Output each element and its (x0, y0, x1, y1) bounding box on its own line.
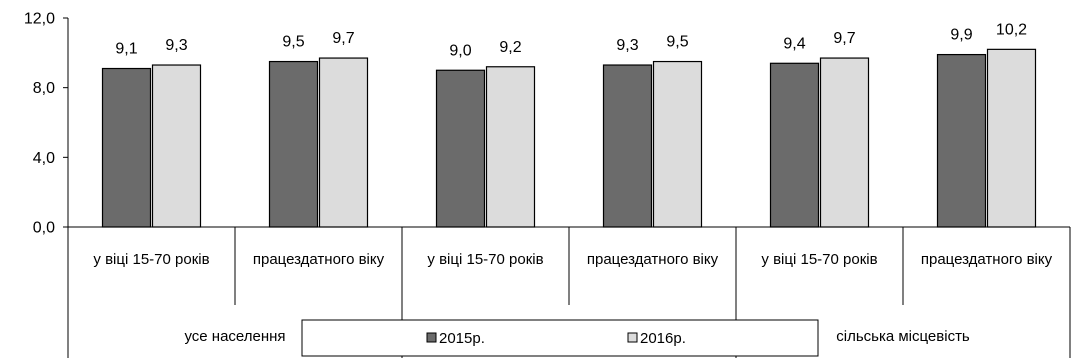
legend-box (301, 319, 819, 357)
data-label: 9,5 (282, 34, 304, 51)
data-label: 9,5 (666, 34, 688, 51)
data-label: 9,3 (616, 37, 638, 54)
bar-2015 (268, 60, 319, 228)
legend-swatch (426, 332, 437, 343)
y-tick-label: 0,0 (33, 220, 55, 237)
category-label: у віці 15-70 років (93, 251, 209, 268)
group-label: усе населення (184, 328, 285, 345)
data-labels-layer: 9,1 9,3 9,5 9,7 9,0 9,2 9,3 9,5 9,4 9,7 9,9 10,2 (115, 21, 1027, 59)
axes-layer (67, 18, 1071, 358)
category-label: працездатного віку (587, 251, 719, 268)
bar-2015 (936, 53, 987, 228)
bar-2016 (318, 57, 369, 228)
category-label: у віці 15-70 років (761, 251, 877, 268)
bar-2015 (101, 67, 152, 228)
bar-2016 (485, 66, 536, 228)
bar-2016 (151, 64, 202, 228)
bar-2015 (602, 64, 653, 228)
data-label: 9,2 (499, 39, 521, 56)
legend: 2015р. 2016р. (301, 319, 819, 357)
data-label: 9,9 (950, 27, 972, 44)
bar-2015 (435, 69, 486, 228)
data-label: 9,7 (833, 30, 855, 47)
y-tick-label: 12,0 (24, 11, 55, 28)
legend-label: 2015р. (439, 330, 485, 347)
bars-layer (101, 48, 1037, 228)
category-label: працездатного віку (921, 251, 1053, 268)
data-label: 9,0 (449, 42, 471, 59)
data-label: 9,3 (165, 37, 187, 54)
data-label: 9,1 (115, 41, 137, 58)
category-label: працездатного віку (253, 251, 385, 268)
y-tick-label: 8,0 (33, 80, 55, 97)
bar-2016 (652, 60, 703, 228)
category-labels-layer: у віці 15-70 років працездатного віку у ві… (93, 251, 1052, 268)
bar-2016 (819, 57, 870, 228)
y-axis-ticks: 0,0 4,0 8,0 12,0 (24, 11, 68, 237)
group-label: сільська місцевість (836, 328, 970, 345)
data-label: 9,4 (783, 35, 805, 52)
legend-swatch (627, 332, 638, 343)
category-label: у віці 15-70 років (427, 251, 543, 268)
legend-label: 2016р. (640, 330, 686, 347)
data-label: 10,2 (996, 21, 1027, 38)
group-labels-layer: усе населення сільська місцевість (184, 328, 969, 345)
bar-2015 (769, 62, 820, 228)
bar-2016 (986, 48, 1037, 228)
y-tick-label: 4,0 (33, 150, 55, 167)
data-label: 9,7 (332, 30, 354, 47)
